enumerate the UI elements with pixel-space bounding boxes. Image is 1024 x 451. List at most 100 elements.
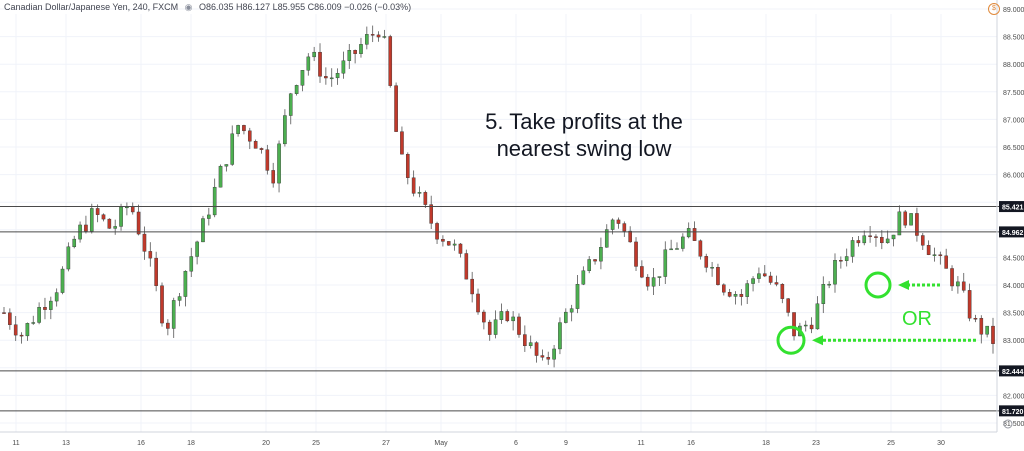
candle-body <box>833 260 837 285</box>
candle-body <box>113 226 117 229</box>
candle-body <box>493 319 498 335</box>
y-tick-label: 88.500 <box>1003 35 1024 42</box>
candle-body <box>499 311 504 320</box>
candle-body <box>563 311 568 323</box>
level-label-box <box>999 201 1024 213</box>
y-tick-label: 84.500 <box>1003 255 1024 262</box>
level-label: 84.962 <box>1002 230 1024 237</box>
candle-body <box>874 236 878 238</box>
candle-body <box>885 238 890 244</box>
level-label-box <box>999 365 1024 377</box>
candle-body <box>967 290 972 319</box>
x-tick-label: 18 <box>187 440 195 447</box>
candle-body <box>72 238 77 248</box>
candle-body <box>142 233 147 252</box>
x-tick-label: 9 <box>564 440 568 447</box>
x-tick-label: 23 <box>812 440 820 447</box>
candle-body <box>230 133 235 165</box>
candle-body <box>844 256 849 261</box>
swing-low-circle-2 <box>864 271 892 299</box>
x-tick-label: 11 <box>637 440 644 447</box>
candle-body <box>692 228 697 241</box>
candle-body <box>757 273 761 279</box>
candle-body <box>739 294 744 297</box>
candle-body <box>136 211 141 235</box>
candle-body <box>704 256 709 268</box>
candle-body <box>903 211 908 226</box>
candle-body <box>669 248 673 251</box>
settings-icon[interactable]: $ <box>988 3 1000 15</box>
candle-body <box>195 241 199 257</box>
candle-body <box>786 298 790 313</box>
candle-body <box>552 348 556 360</box>
arrow-head-1 <box>812 335 823 346</box>
candle-body <box>733 294 738 297</box>
candle-body <box>60 268 65 293</box>
candle-body <box>569 308 574 313</box>
candle-body <box>897 211 902 236</box>
candle-body <box>675 248 679 250</box>
candle-body <box>25 323 30 337</box>
arrow-head-2 <box>898 280 909 290</box>
candle-body <box>405 153 410 178</box>
candle-body <box>324 76 328 79</box>
candle-body <box>335 73 340 79</box>
candle-body <box>821 284 826 304</box>
candle-body <box>365 34 369 45</box>
axis-settings-icon[interactable] <box>1003 419 1013 429</box>
candle-body <box>880 237 884 244</box>
candle-body <box>312 51 316 58</box>
candle-body <box>452 243 457 246</box>
candle-body <box>956 281 960 287</box>
eye-icon[interactable]: ◉ <box>184 2 193 12</box>
candle-body <box>628 230 632 243</box>
candle-body <box>376 34 381 38</box>
candle-body <box>37 307 41 323</box>
candle-body <box>177 296 182 301</box>
candles <box>2 25 995 368</box>
candle-body <box>991 325 995 344</box>
candle-body <box>435 223 439 240</box>
candle-body <box>107 218 112 229</box>
candle-body <box>318 51 322 77</box>
candle-body <box>710 267 714 269</box>
candle-body <box>868 235 872 237</box>
candle-body <box>534 342 539 356</box>
swing-low-circle-1 <box>776 325 806 355</box>
candle-body <box>19 334 24 337</box>
candle-body <box>236 125 240 135</box>
y-tick-label: 83.500 <box>1003 311 1024 318</box>
candle-body <box>446 241 451 246</box>
candle-body <box>294 85 299 94</box>
candle-body <box>470 278 474 295</box>
candle-body <box>388 36 393 86</box>
candle-body <box>815 303 820 330</box>
candle-body <box>423 192 428 205</box>
candle-body <box>634 241 638 267</box>
x-tick-label: 11 <box>12 440 19 447</box>
y-tick-label: 88.000 <box>1003 62 1024 69</box>
candle-body <box>66 246 71 270</box>
chart-header: Canadian Dollar/Japanese Yen, 240, FXCM … <box>4 2 411 13</box>
candle-body <box>288 93 293 116</box>
y-tick-label: 86.000 <box>1003 173 1024 180</box>
candle-body <box>610 219 615 230</box>
y-tick-label: 89.000 <box>1003 7 1024 14</box>
candle-body <box>745 283 750 297</box>
x-tick-label: 13 <box>62 440 70 447</box>
candle-body <box>751 278 755 284</box>
candle-body <box>353 50 357 54</box>
candle-body <box>101 214 106 220</box>
candle-body <box>49 300 53 310</box>
candle-body <box>394 85 398 132</box>
y-tick-label: 81.500 <box>1003 421 1024 428</box>
plot-area <box>0 0 997 432</box>
candle-body <box>84 224 88 232</box>
candle-body <box>546 357 551 360</box>
candle-body <box>651 277 656 287</box>
candle-body <box>698 240 703 257</box>
candle-body <box>774 282 779 285</box>
y-tick-label: 84.000 <box>1003 283 1024 290</box>
candle-body <box>558 322 562 350</box>
